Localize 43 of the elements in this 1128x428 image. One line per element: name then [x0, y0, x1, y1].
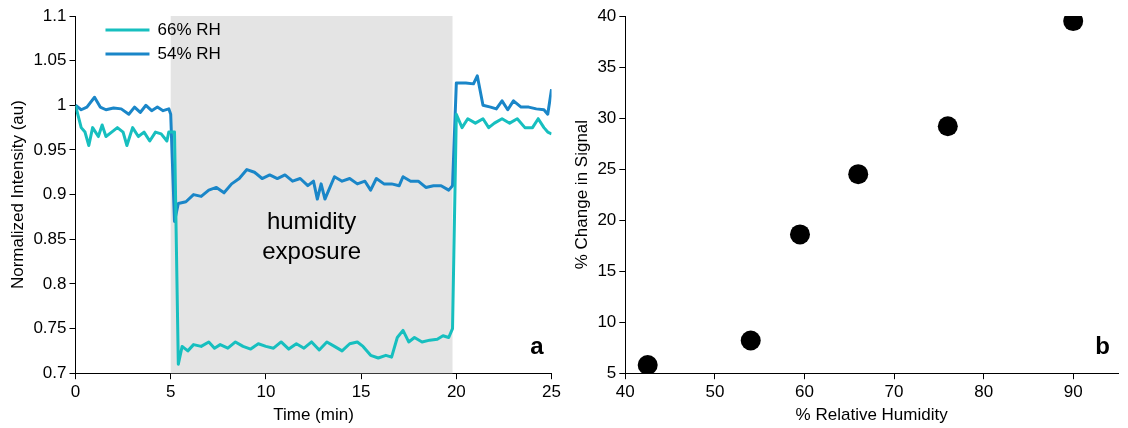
- y-tick-label: 30: [597, 107, 617, 127]
- x-tick-label: 15: [351, 382, 371, 402]
- y-tick-label: 1: [57, 94, 67, 114]
- y-tick-label: 0.9: [42, 184, 67, 204]
- y-tick-label: 1.05: [33, 50, 67, 70]
- x-tick-label: 90: [1063, 382, 1083, 402]
- point: [789, 224, 810, 245]
- y-tick-label: 35: [597, 56, 617, 76]
- x-tick-label: 70: [884, 382, 904, 402]
- y-tick-label: 40: [597, 5, 617, 25]
- x-tick-label: 20: [446, 382, 466, 402]
- y-tick-label: 5: [606, 362, 617, 382]
- point: [848, 164, 869, 185]
- y-tick-label: 1.1: [42, 5, 67, 25]
- annotation: b: [1095, 331, 1110, 359]
- x-tick-label: 0: [70, 382, 81, 402]
- y-axis-title: Normalized Intensity (au): [7, 100, 27, 290]
- legend-label: 66% RH: [157, 19, 221, 39]
- x-tick-label: 50: [705, 382, 725, 402]
- point: [637, 355, 658, 374]
- legend-label: 54% RH: [157, 43, 221, 63]
- y-tick-label: 25: [597, 158, 617, 178]
- y-tick-label: 15: [597, 260, 617, 280]
- y-tick-label: 20: [597, 209, 617, 229]
- x-tick-label: 60: [795, 382, 814, 402]
- y-tick-label: 0.8: [42, 273, 67, 293]
- annotation: a: [530, 331, 545, 359]
- x-axis-title: % Relative Humidity: [795, 405, 949, 425]
- y-tick-label: 0.75: [33, 318, 67, 338]
- x-tick-label: 40: [615, 382, 635, 402]
- point: [740, 330, 761, 351]
- y-axis-title: % Change in Signal: [571, 119, 591, 270]
- x-tick-label: 80: [974, 382, 994, 402]
- y-tick-label: 0.85: [33, 228, 67, 248]
- band-label: humidity exposure: [262, 207, 361, 265]
- y-tick-label: 0.7: [42, 362, 67, 382]
- x-tick-label: 25: [542, 382, 562, 402]
- y-tick-label: 0.95: [33, 139, 67, 159]
- x-axis-title: Time (min): [273, 405, 354, 425]
- point: [937, 116, 958, 137]
- x-tick-label: 5: [165, 382, 176, 402]
- y-tick-label: 10: [597, 311, 617, 331]
- x-tick-label: 10: [256, 382, 276, 402]
